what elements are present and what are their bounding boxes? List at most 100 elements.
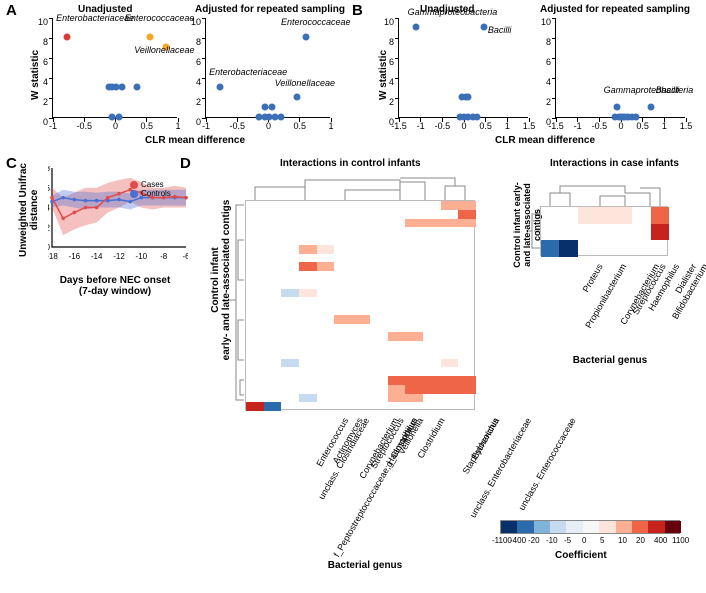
svg-text:0.4: 0.4 bbox=[48, 204, 51, 213]
point-label: Bacilli bbox=[488, 25, 512, 35]
colorbar-tick: -20 bbox=[528, 536, 540, 545]
point-label: Veillonellaceae bbox=[275, 78, 335, 88]
heat-cell bbox=[596, 207, 614, 224]
heat-cell bbox=[441, 359, 459, 368]
point-label: Gammaproteobacteria bbox=[604, 85, 694, 95]
heat-cell bbox=[441, 385, 459, 394]
scatter-point bbox=[613, 104, 620, 111]
colorbar-tick: 0 bbox=[582, 536, 586, 545]
heat-cell bbox=[388, 332, 406, 341]
svg-text:0.6: 0.6 bbox=[48, 184, 51, 193]
heatmap-right bbox=[540, 206, 668, 256]
panel-a-ylabel: W statistic bbox=[30, 50, 41, 100]
heat-cell bbox=[423, 385, 441, 394]
heat-cell bbox=[334, 315, 352, 324]
svg-text:0.8: 0.8 bbox=[48, 166, 51, 173]
heat-cell bbox=[651, 207, 669, 224]
svg-text:0: 0 bbox=[48, 243, 51, 252]
scatter-point bbox=[474, 114, 481, 121]
scatter-point bbox=[118, 84, 125, 91]
scatter-point bbox=[115, 114, 122, 121]
colorbar-tick: -10 bbox=[546, 536, 558, 545]
point-label: Gammaproteobacteria bbox=[408, 7, 498, 17]
svg-text:-8: -8 bbox=[160, 252, 168, 261]
colorbar-tick: -1100 bbox=[492, 536, 512, 545]
panel-c: Unweighted Unifracdistance -18-16-14-12-… bbox=[10, 160, 185, 300]
scatter-point bbox=[465, 94, 472, 101]
point-label: Enterococcaceae bbox=[125, 13, 195, 23]
genus-label: Proteus bbox=[581, 262, 605, 294]
dendro-top-left bbox=[245, 172, 475, 200]
point-label: Enterococcaceae bbox=[281, 17, 351, 27]
scatter-point bbox=[146, 34, 153, 41]
colorbar-tick: 1100 bbox=[672, 536, 689, 545]
heat-cell bbox=[423, 219, 441, 228]
colorbar-tick: 400 bbox=[654, 536, 667, 545]
colorbar-tick: -400 bbox=[510, 536, 526, 545]
heat-cell bbox=[441, 376, 459, 385]
scatter-point bbox=[303, 34, 310, 41]
colorbar-label: Coefficient bbox=[555, 550, 607, 561]
scatter-point bbox=[278, 114, 285, 121]
scatter-point bbox=[216, 84, 223, 91]
heat-cell bbox=[441, 219, 459, 228]
legend-cases: Cases bbox=[141, 180, 164, 189]
svg-text:-6: -6 bbox=[182, 252, 188, 261]
heat-cell bbox=[405, 376, 423, 385]
heat-cell bbox=[405, 332, 423, 341]
panel-c-xlabel: Days before NEC onset(7-day window) bbox=[45, 275, 185, 297]
heat-cell bbox=[614, 207, 632, 224]
panel-b-subtitle-2: Adjusted for repeated sampling bbox=[540, 4, 690, 15]
point-label: Enterobacteriaceae bbox=[56, 13, 134, 23]
heat-cell bbox=[458, 385, 476, 394]
heat-cell bbox=[541, 240, 559, 257]
genus-label: Escherichia bbox=[470, 416, 502, 461]
panel-d-xlabel-right: Bacterial genus bbox=[560, 355, 660, 366]
heat-cell bbox=[423, 376, 441, 385]
svg-text:-14: -14 bbox=[91, 252, 103, 261]
panel-a-subtitle-2: Adjusted for repeated sampling bbox=[195, 4, 345, 15]
scatter-point bbox=[413, 24, 420, 31]
panel-b-plot-2: -1.5-1-0.500.511.50246810Gammaproteobact… bbox=[555, 18, 685, 118]
panel-a-label: A bbox=[6, 2, 17, 19]
scatter-point bbox=[134, 84, 141, 91]
heat-cell bbox=[458, 210, 476, 219]
scatter-point bbox=[268, 104, 275, 111]
legend-controls: Controls bbox=[141, 189, 171, 198]
scatter-point bbox=[648, 104, 655, 111]
panel-b-plot-1: -1.5-1-0.500.511.50246810Gammaproteobact… bbox=[398, 18, 528, 118]
scatter-point bbox=[63, 34, 70, 41]
heat-cell bbox=[246, 402, 264, 411]
svg-text:0.2: 0.2 bbox=[48, 223, 51, 232]
panel-a-plot-2: -1-0.500.510246810EnterococcaceaeEnterob… bbox=[205, 18, 330, 118]
heat-cell bbox=[578, 207, 596, 224]
heat-cell bbox=[458, 376, 476, 385]
colorbar-tick: 5 bbox=[600, 536, 604, 545]
scatter-point bbox=[480, 24, 487, 31]
heat-cell bbox=[299, 245, 317, 254]
heat-cell bbox=[299, 394, 317, 403]
heat-cell bbox=[264, 402, 282, 411]
panel-d-title-right: Interactions in case infants bbox=[550, 158, 679, 169]
heat-cell bbox=[458, 219, 476, 228]
svg-text:-18: -18 bbox=[48, 252, 58, 261]
svg-text:-12: -12 bbox=[113, 252, 125, 261]
panel-b-label: B bbox=[352, 2, 363, 19]
heat-cell bbox=[388, 385, 406, 394]
heat-cell bbox=[405, 219, 423, 228]
heat-cell bbox=[299, 262, 317, 271]
heat-cell bbox=[458, 201, 476, 210]
dendro-top-right bbox=[540, 178, 670, 206]
point-label: Veillonellaceae bbox=[134, 45, 194, 55]
heat-cell bbox=[405, 385, 423, 394]
heat-cell bbox=[651, 224, 669, 241]
panel-d-title-left: Interactions in control infants bbox=[280, 158, 421, 169]
panel-c-legend: Cases Controls bbox=[130, 180, 171, 198]
colorbar-tick: 10 bbox=[618, 536, 627, 545]
panel-c-ylabel: Unweighted Unifracdistance bbox=[18, 155, 40, 265]
panel-d-xlabel-left: Bacterial genus bbox=[295, 560, 435, 571]
colorbar-tick: -5 bbox=[564, 536, 571, 545]
heat-cell bbox=[281, 289, 299, 298]
heat-cell bbox=[352, 315, 370, 324]
heatmap-left bbox=[245, 200, 475, 410]
